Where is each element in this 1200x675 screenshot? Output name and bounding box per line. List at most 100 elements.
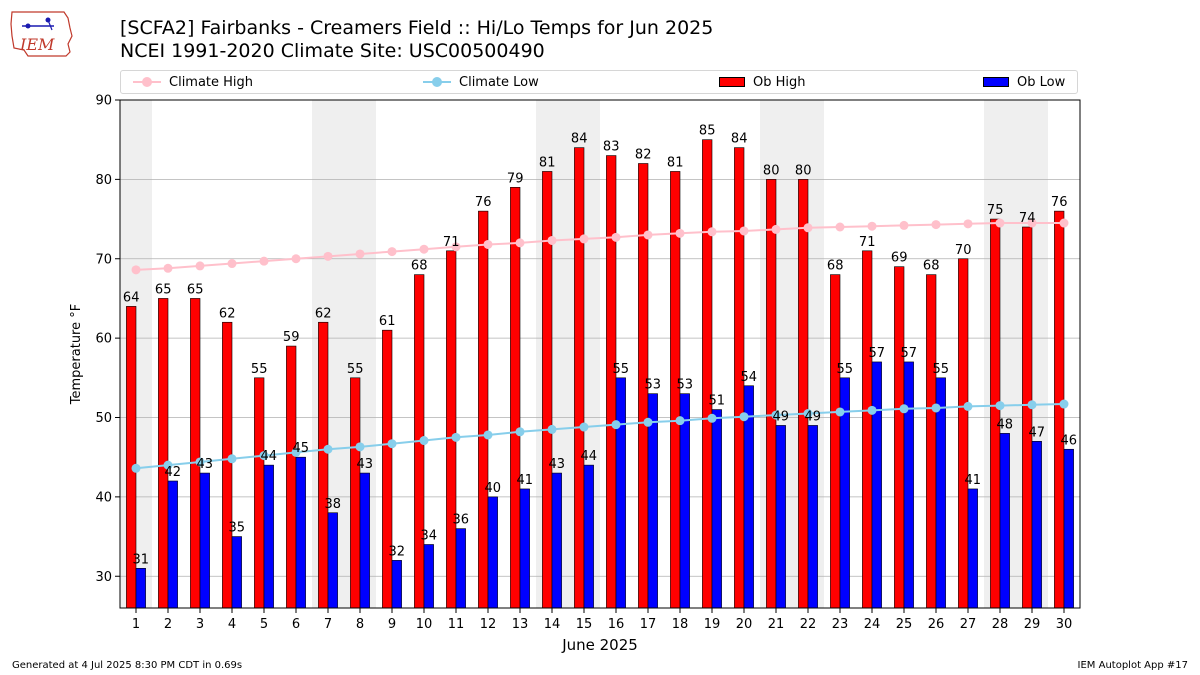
ob-low-value-label: 41	[965, 473, 982, 488]
ob-high-value-label: 64	[123, 290, 140, 305]
climate-low-point	[195, 457, 205, 467]
climate-low-point	[163, 460, 173, 470]
climate-low-point	[803, 409, 813, 419]
climate-low-point	[675, 416, 685, 426]
climate-high-point	[483, 239, 493, 249]
ob-high-value-label: 76	[1051, 195, 1068, 210]
ob-high-bar	[702, 139, 713, 609]
ob-low-value-label: 38	[325, 497, 342, 512]
legend-ob-high: Ob High	[719, 71, 806, 93]
x-tick-label: 9	[388, 617, 396, 632]
x-tick-label: 3	[196, 617, 204, 632]
ob-low-bar	[391, 560, 402, 609]
ob-high-value-label: 55	[251, 362, 268, 377]
ob-low-bar	[551, 472, 562, 609]
ob-low-bar	[263, 464, 274, 609]
ob-high-bar	[382, 329, 393, 609]
ob-low-value-label: 34	[421, 529, 438, 544]
ob-high-bar	[1054, 210, 1065, 609]
ob-high-value-label: 71	[443, 235, 460, 250]
ob-low-value-label: 43	[549, 457, 566, 472]
climate-low-point	[1059, 399, 1069, 409]
ob-low-value-label: 35	[229, 521, 246, 536]
legend-ob-high-swatch	[719, 77, 745, 87]
climate-high-point	[419, 244, 429, 254]
legend-climate-low-label: Climate Low	[459, 74, 539, 90]
climate-high-point	[1027, 218, 1037, 228]
climate-high-point	[547, 235, 557, 245]
ob-low-bar	[967, 488, 978, 609]
ob-high-bar	[286, 345, 297, 609]
ob-low-bar	[903, 361, 914, 609]
ob-high-bar	[318, 321, 329, 609]
ob-high-bar	[190, 298, 201, 609]
climate-low-point	[931, 403, 941, 413]
climate-high-point	[995, 218, 1005, 228]
ob-low-value-label: 43	[357, 457, 374, 472]
ob-low-bar	[295, 456, 306, 609]
x-tick-label: 21	[768, 617, 785, 632]
ob-low-value-label: 32	[389, 544, 406, 559]
ob-low-bar	[199, 472, 210, 609]
ob-high-bar	[830, 274, 841, 609]
ob-high-bar	[222, 321, 233, 609]
x-tick-label: 19	[704, 617, 721, 632]
ob-low-bar	[455, 528, 466, 609]
ob-high-value-label: 59	[283, 330, 300, 345]
legend-ob-low-swatch	[983, 77, 1009, 87]
climate-low-point	[387, 439, 397, 449]
ob-high-value-label: 84	[731, 132, 748, 147]
climate-low-point	[995, 401, 1005, 411]
ob-high-value-label: 55	[347, 362, 364, 377]
climate-high-point	[163, 263, 173, 273]
climate-low-point	[867, 405, 877, 415]
ob-high-value-label: 82	[635, 148, 652, 163]
x-tick-label: 16	[608, 617, 625, 632]
ob-high-bar	[254, 377, 265, 609]
climate-low-point	[291, 447, 301, 457]
climate-low-point	[483, 430, 493, 440]
y-tick-label: 80	[95, 173, 112, 188]
ob-high-value-label: 62	[315, 306, 332, 321]
ob-low-value-label: 57	[869, 346, 886, 361]
ob-high-bar	[1022, 226, 1033, 609]
x-tick-label: 29	[1024, 617, 1041, 632]
ob-low-value-label: 42	[165, 465, 182, 480]
climate-low-point	[611, 420, 621, 430]
ob-high-value-label: 85	[699, 124, 716, 139]
ob-high-bar	[894, 266, 905, 609]
legend-ob-high-label: Ob High	[753, 74, 806, 90]
climate-low-point	[515, 427, 525, 437]
climate-high-point	[579, 234, 589, 244]
ob-high-value-label: 79	[507, 171, 524, 186]
ob-low-value-label: 44	[581, 449, 598, 464]
climate-high-point	[643, 230, 653, 240]
ob-high-value-label: 68	[411, 259, 428, 274]
climate-low-point	[131, 463, 141, 473]
climate-low-point	[707, 413, 717, 423]
ob-low-bar	[935, 377, 946, 609]
x-tick-label: 28	[992, 617, 1009, 632]
ob-low-value-label: 53	[645, 378, 662, 393]
legend-ob-low: Ob Low	[983, 71, 1065, 93]
ob-low-value-label: 57	[901, 346, 918, 361]
y-tick-label: 50	[95, 411, 112, 426]
climate-low-point	[227, 454, 237, 464]
climate-low-point	[451, 432, 461, 442]
x-tick-label: 25	[896, 617, 913, 632]
climate-high-point	[675, 228, 685, 238]
ob-low-value-label: 48	[997, 417, 1014, 432]
x-tick-label: 13	[512, 617, 529, 632]
x-tick-label: 20	[736, 617, 753, 632]
climate-high-point	[355, 249, 365, 259]
ob-high-bar	[350, 377, 361, 609]
ob-high-bar	[926, 274, 937, 609]
ob-low-value-label: 47	[1029, 425, 1046, 440]
ob-high-value-label: 76	[475, 195, 492, 210]
x-tick-label: 27	[960, 617, 977, 632]
climate-low-point	[579, 422, 589, 432]
ob-high-value-label: 71	[859, 235, 876, 250]
ob-low-bar	[423, 544, 434, 609]
ob-low-bar	[231, 536, 242, 609]
legend-climate-high: Climate High	[133, 71, 253, 93]
